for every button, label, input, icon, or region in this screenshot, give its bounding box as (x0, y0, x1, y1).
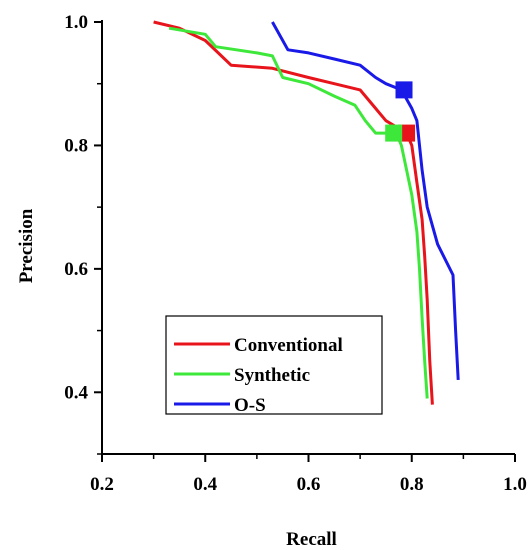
legend: Conventional Synthetic O-S (165, 315, 383, 416)
operating-point-synthetic (385, 124, 403, 142)
x-tick-label: 0.6 (297, 474, 321, 495)
x-tick-label: 0.4 (193, 474, 217, 495)
series-line-o-s (271, 21, 460, 380)
legend-label-synthetic: Synthetic (234, 365, 310, 386)
marker-layer (385, 81, 416, 142)
legend-label-conventional: Conventional (234, 335, 343, 356)
x-tick-label: 0.2 (90, 474, 114, 495)
series-line-conventional (153, 20, 434, 405)
tick-layer: 0.2 0.4 0.6 0.8 1.0 0.4 0.6 0.8 1.0 (64, 12, 527, 495)
y-tick-label: 0.6 (64, 259, 88, 280)
x-axis-title: Recall (286, 529, 337, 550)
y-tick-label: 0.4 (64, 382, 88, 403)
y-tick-label: 1.0 (64, 12, 88, 33)
x-tick-label: 0.8 (400, 474, 424, 495)
legend-label-o-s: O-S (234, 395, 266, 416)
x-tick-label: 1.0 (503, 474, 527, 495)
operating-point-conventional (398, 124, 416, 142)
y-axis-title: Precision (16, 208, 37, 283)
legend-box (165, 315, 383, 415)
operating-point-o-s (395, 81, 413, 99)
series-line-synthetic (168, 26, 429, 399)
y-tick-label: 0.8 (64, 135, 88, 156)
series-layer (153, 20, 460, 405)
